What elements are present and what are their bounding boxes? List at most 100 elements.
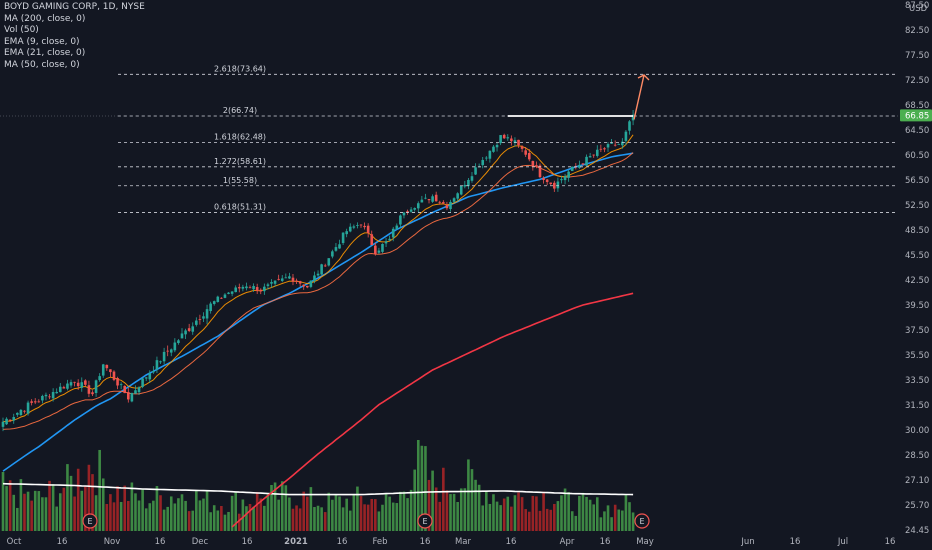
volume-bar: [33, 490, 37, 531]
volume-bar: [248, 503, 252, 531]
volume-bar: [291, 508, 295, 531]
volume-bar: [105, 504, 109, 531]
candle-body: [313, 275, 316, 281]
candle-body: [427, 199, 431, 201]
volume-bar: [409, 489, 413, 531]
price-tick-label: 45.50: [905, 251, 929, 261]
candle-body: [123, 385, 127, 394]
candle-body: [155, 360, 159, 370]
volume-bar: [166, 506, 169, 531]
volume-bar: [80, 490, 84, 531]
candle-body: [137, 387, 141, 393]
fib-level-label: 1.272(58.61): [214, 157, 266, 166]
candle-body: [595, 149, 599, 156]
volume-bar: [563, 488, 567, 531]
candle-body: [452, 198, 456, 202]
axis-labels: 87.50 82.50 77.50 72.50 68.50 64.50 60.50 56.50…: [7, 1, 932, 547]
volume-bar: [424, 446, 427, 531]
volume-bar: [37, 491, 41, 531]
candle-body: [280, 278, 284, 281]
volume-bar: [470, 469, 474, 531]
candle-body: [209, 303, 212, 312]
candle-body: [391, 228, 395, 238]
candle-body: [356, 225, 359, 226]
candle-body: [545, 179, 549, 182]
volume-bar: [94, 495, 98, 531]
volume-ma-line: [2, 482, 634, 496]
volume-bar: [438, 501, 442, 531]
candle-body: [55, 391, 58, 394]
volume-bar: [277, 499, 280, 531]
legend-ema21: EMA (21, close, 0): [4, 48, 86, 59]
legend-volume: Vol (50): [4, 25, 39, 36]
time-tick-label: 16: [420, 537, 431, 547]
volume-bar: [603, 511, 606, 531]
volume-bar: [402, 491, 406, 531]
volume-bar: [513, 495, 517, 531]
candle-body: [180, 333, 184, 339]
volume-bar: [531, 495, 535, 531]
volume-bar: [216, 510, 220, 531]
volume-bar: [241, 499, 245, 531]
candle-body: [416, 203, 420, 209]
volume-bar: [553, 503, 556, 531]
volume-bar: [388, 496, 391, 531]
volume-bar: [205, 490, 209, 531]
projection-arrow-head: [637, 74, 650, 81]
candle-body: [12, 417, 16, 421]
candle-body: [184, 330, 187, 335]
candle-body: [284, 277, 288, 279]
candle-body: [413, 208, 416, 210]
candle-body: [87, 385, 91, 394]
volume-bar: [377, 511, 381, 531]
candle-body: [513, 140, 517, 143]
candle-body: [245, 286, 248, 289]
volume-bar: [177, 498, 180, 531]
volume-bar: [316, 505, 320, 531]
volume-bar: [91, 474, 94, 531]
volume-bar: [169, 496, 173, 531]
candle-body: [402, 212, 406, 216]
volume-bar: [445, 490, 449, 531]
price-tick-label: 64.50: [905, 126, 929, 136]
volume-bar: [180, 494, 184, 531]
volume-bar: [288, 497, 291, 531]
time-tick-label: Nov: [104, 537, 121, 547]
volume-bar: [212, 505, 216, 531]
fib-level-label: 1(55.58): [223, 176, 257, 185]
volume-bar: [442, 467, 445, 531]
moving-averages: [2, 134, 634, 528]
volume-bar: [98, 449, 101, 531]
price-tick-label: 42.50: [905, 276, 929, 286]
candle-body: [248, 287, 252, 289]
volume-bar: [395, 503, 399, 531]
earnings-marker: E: [82, 513, 98, 529]
candle-body: [603, 148, 606, 150]
currency-label: USD: [909, 4, 928, 14]
candle-body: [216, 296, 220, 302]
volume-bar: [259, 498, 263, 531]
ma200-line: [231, 292, 634, 528]
candle-body: [524, 150, 527, 155]
candle-body: [334, 247, 338, 251]
candle-body: [578, 164, 581, 168]
volume-bar: [510, 506, 513, 531]
price-tick-label: 27.10: [905, 476, 929, 486]
volume-bar: [141, 488, 144, 531]
time-tick-label: Mar: [455, 537, 472, 547]
volume-bar: [209, 512, 212, 531]
price-tick-label: 48.50: [905, 226, 929, 236]
candle-body: [366, 225, 370, 233]
volume-bar: [449, 494, 452, 531]
candle-body: [237, 287, 241, 289]
volume-bar: [152, 500, 155, 531]
candle-body: [230, 291, 234, 294]
volume-bar: [366, 504, 370, 531]
candle-body: [119, 384, 123, 386]
volume-bar: [527, 511, 531, 531]
candle-body: [348, 226, 352, 232]
price-tick-label: 24.45: [905, 526, 929, 536]
volume-bar: [23, 493, 26, 531]
